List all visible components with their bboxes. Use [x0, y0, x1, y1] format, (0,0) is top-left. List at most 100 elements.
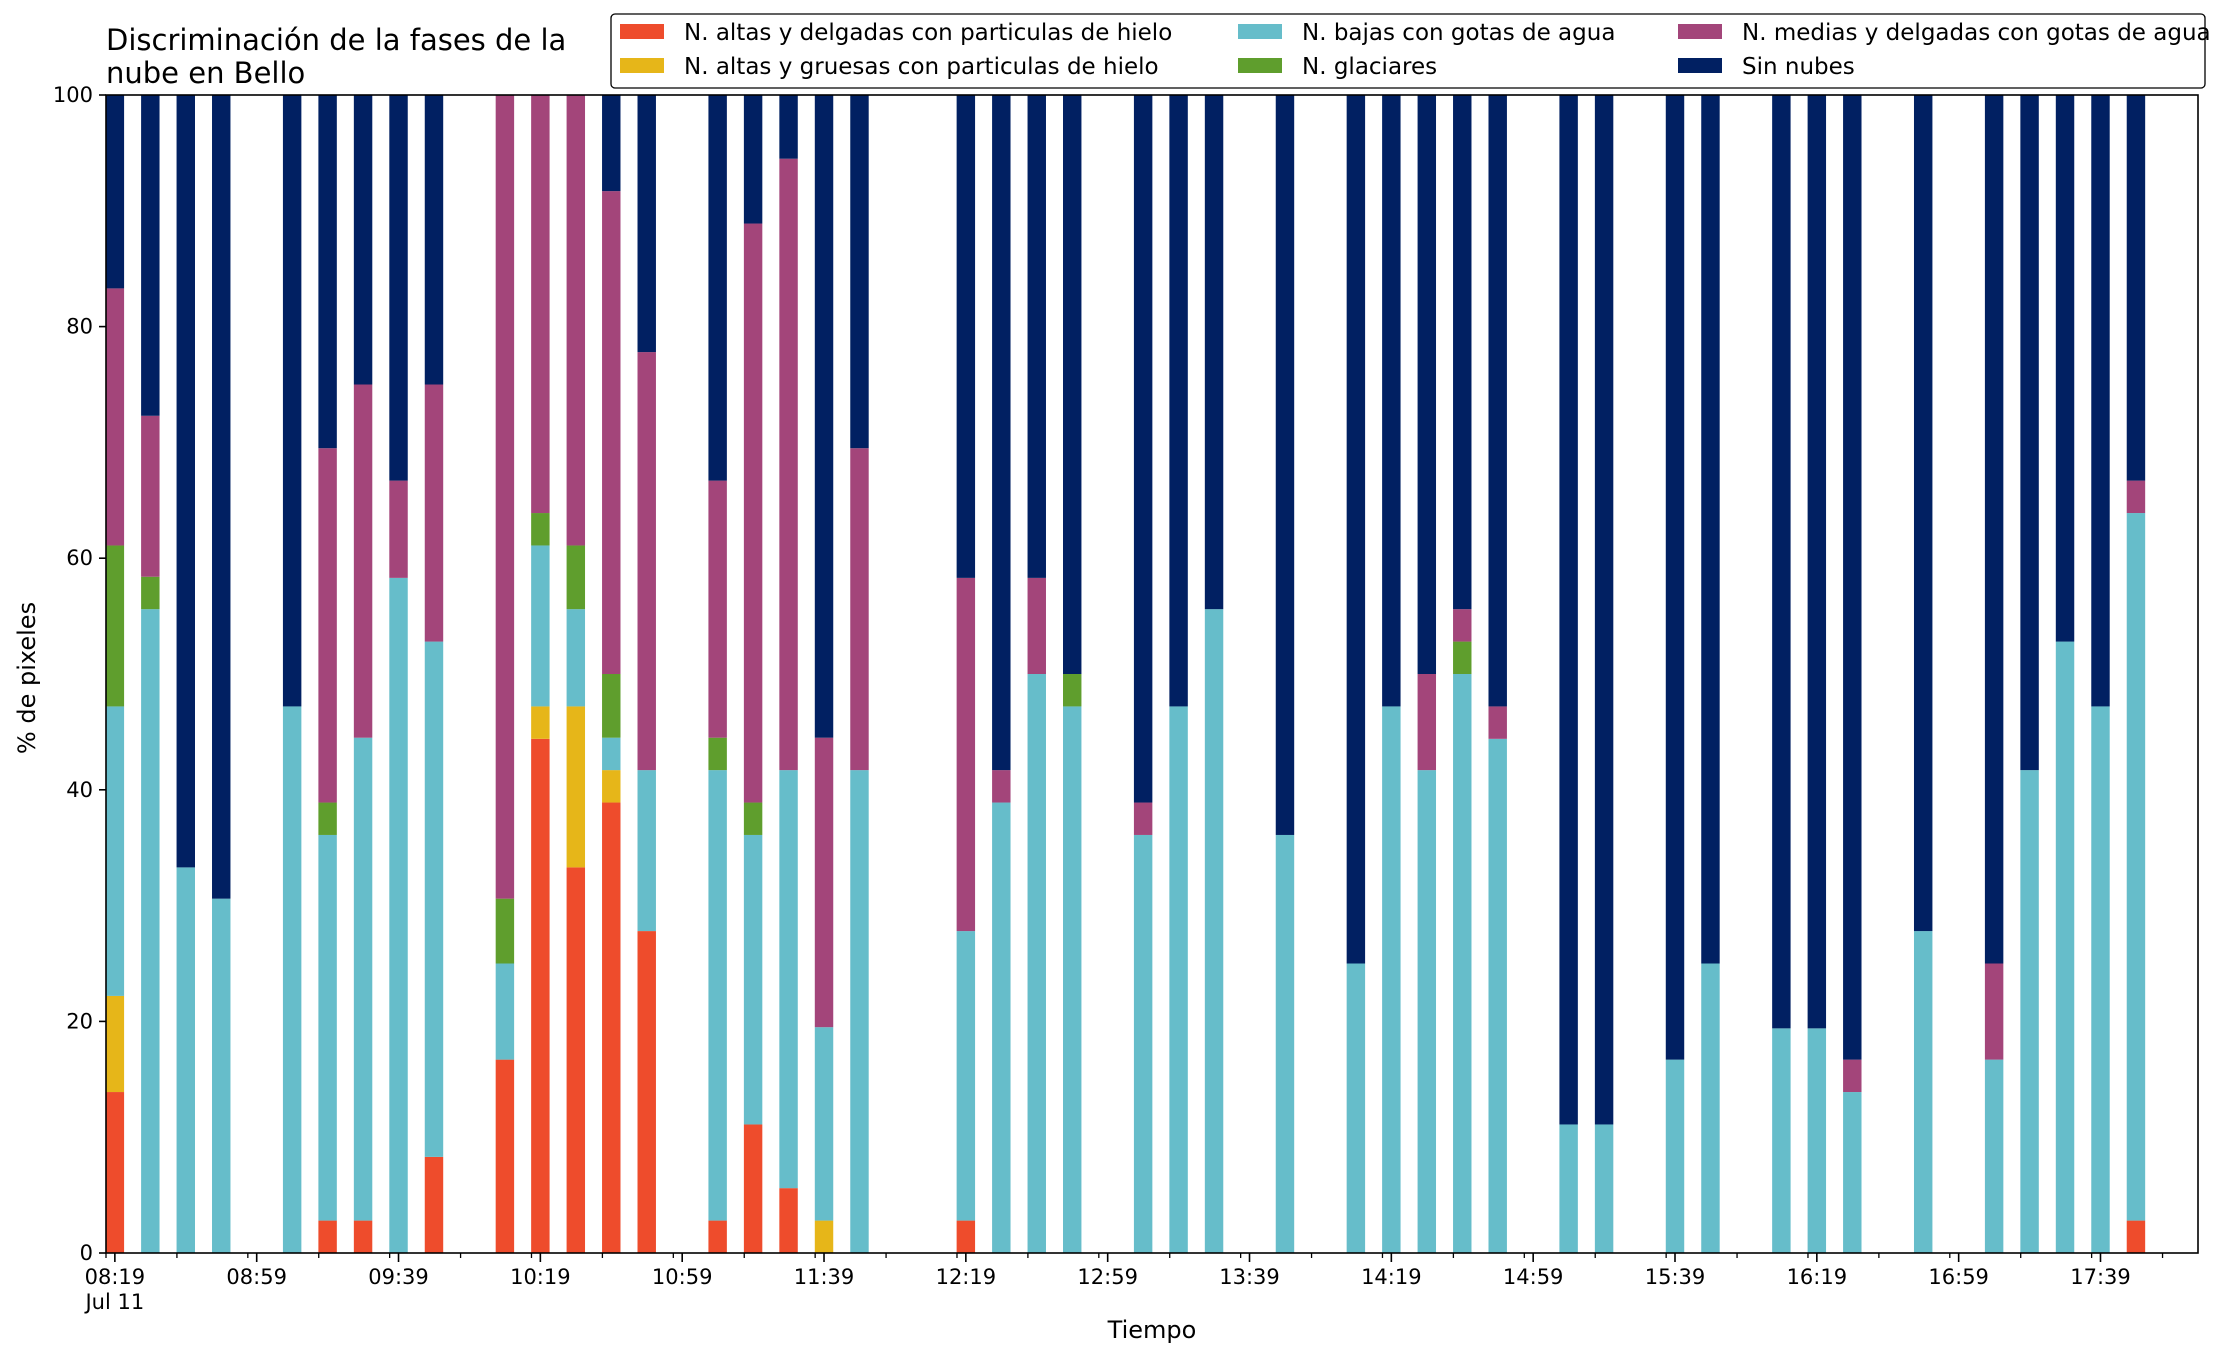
- bar-1449-sin-nubes: [1488, 95, 1507, 707]
- bar-1249-n-glaciares: [1063, 674, 1082, 707]
- bar-1629-n-bajas-con-gotas-de-agua: [1843, 1092, 1862, 1253]
- bar-1039-n-glaciares: [602, 674, 621, 738]
- bar-0939-n-bajas-con-gotas-de-agua: [389, 577, 408, 1253]
- bar-1219-n-altas-y-delgadas-con-particulas-de-hielo: [956, 1220, 976, 1253]
- bar-1719-n-bajas-con-gotas-de-agua: [2020, 770, 2039, 1253]
- x-tick-label-1219: 12:19: [936, 1265, 997, 1289]
- bar-1229-n-bajas-con-gotas-de-agua: [992, 802, 1011, 1253]
- legend-swatch-n-altas-y-gruesas-con-particulas-de-hielo: [620, 58, 664, 73]
- bar-1119-n-altas-y-delgadas-con-particulas-de-hielo: [743, 1124, 763, 1253]
- bar-1009-n-glaciares: [495, 898, 515, 964]
- bar-0919-n-bajas-con-gotas-de-agua: [318, 834, 337, 1221]
- bar-1349-sin-nubes: [1275, 95, 1295, 835]
- legend-box: [610, 13, 2206, 89]
- bar-1219-sin-nubes: [956, 95, 976, 578]
- bar-0909-sin-nubes: [282, 95, 302, 707]
- bar-1439-sin-nubes: [1453, 95, 1472, 610]
- bar-1109-n-glaciares: [708, 737, 727, 771]
- bar-1349-n-bajas-con-gotas-de-agua: [1275, 834, 1295, 1253]
- x-tick-label-1019: 10:19: [510, 1265, 571, 1289]
- legend-swatch-n-medias-y-delgadas-con-gotas-de-agua: [1678, 24, 1722, 39]
- bar-1049-sin-nubes: [637, 95, 656, 353]
- x-axis-label: Tiempo: [1107, 1316, 1197, 1344]
- bar-1739-n-bajas-con-gotas-de-agua: [2091, 706, 2110, 1253]
- bar-0949-sin-nubes: [424, 95, 444, 385]
- x-tick-label-1339: 13:39: [1219, 1265, 1280, 1289]
- bar-1609-sin-nubes: [1772, 95, 1791, 1029]
- bar-0949-n-altas-y-delgadas-con-particulas-de-hielo: [424, 1156, 444, 1253]
- bar-1239-n-bajas-con-gotas-de-agua: [1027, 674, 1046, 1253]
- legend-label-n-glaciares: N. glaciares: [1302, 54, 1437, 80]
- y-tick-label-100: 100: [53, 83, 93, 107]
- bar-1019-n-bajas-con-gotas-de-agua: [531, 545, 550, 707]
- bar-1149-sin-nubes: [850, 95, 869, 449]
- bar-0849-sin-nubes: [212, 95, 231, 899]
- bar-1109-n-bajas-con-gotas-de-agua: [708, 770, 727, 1221]
- bar-0919-n-medias-y-delgadas-con-gotas-de-agua: [318, 448, 337, 803]
- bars-group: [105, 95, 2146, 1253]
- y-tick-label-60: 60: [66, 546, 93, 570]
- bar-1039-n-bajas-con-gotas-de-agua: [602, 737, 621, 771]
- bar-1139-sin-nubes: [814, 95, 834, 738]
- bar-0909-n-bajas-con-gotas-de-agua: [282, 706, 302, 1253]
- bar-1649-n-bajas-con-gotas-de-agua: [1913, 931, 1933, 1253]
- bar-1039-sin-nubes: [602, 95, 621, 192]
- bar-0829-n-medias-y-delgadas-con-gotas-de-agua: [141, 415, 160, 577]
- bar-0819-n-altas-y-gruesas-con-particulas-de-hielo: [105, 995, 125, 1093]
- bar-1729-sin-nubes: [2055, 95, 2075, 642]
- bar-0939-sin-nubes: [389, 95, 408, 481]
- bar-1039-n-medias-y-delgadas-con-gotas-de-agua: [602, 191, 621, 675]
- bar-1439-n-bajas-con-gotas-de-agua: [1453, 674, 1472, 1253]
- x-tick-label-0859: 08:59: [226, 1265, 287, 1289]
- y-tick-label-20: 20: [66, 1009, 93, 1033]
- bar-1519-n-bajas-con-gotas-de-agua: [1594, 1124, 1614, 1253]
- y-tick-label-40: 40: [66, 778, 93, 802]
- bar-1109-sin-nubes: [708, 95, 727, 481]
- bar-1439-n-medias-y-delgadas-con-gotas-de-agua: [1453, 609, 1472, 642]
- bar-1009-n-altas-y-delgadas-con-particulas-de-hielo: [495, 1059, 515, 1253]
- bar-1009-n-bajas-con-gotas-de-agua: [495, 963, 515, 1060]
- plot-frame: [105, 94, 2199, 1254]
- x-tick-label-1419: 14:19: [1361, 1265, 1422, 1289]
- bar-1119-n-glaciares: [743, 802, 763, 835]
- bar-1029-n-bajas-con-gotas-de-agua: [566, 609, 586, 707]
- chart-title-line-1: Discriminación de la fases de la: [106, 23, 566, 57]
- bar-1219-n-medias-y-delgadas-con-gotas-de-agua: [956, 577, 976, 932]
- bar-1019-n-medias-y-delgadas-con-gotas-de-agua: [531, 95, 550, 514]
- bar-1539-sin-nubes: [1665, 95, 1685, 1060]
- bar-1149-n-medias-y-delgadas-con-gotas-de-agua: [850, 448, 869, 771]
- bar-0829-sin-nubes: [141, 95, 160, 416]
- bar-1149-n-bajas-con-gotas-de-agua: [850, 770, 869, 1253]
- bar-0929-n-altas-y-delgadas-con-particulas-de-hielo: [353, 1220, 373, 1253]
- bar-1019-n-glaciares: [531, 513, 550, 546]
- bar-0819-n-bajas-con-gotas-de-agua: [105, 706, 125, 996]
- x-tick-label-0819: 08:19: [85, 1265, 146, 1289]
- bar-1429-n-bajas-con-gotas-de-agua: [1417, 770, 1437, 1253]
- bar-1219-n-bajas-con-gotas-de-agua: [956, 931, 976, 1221]
- bar-1319-n-bajas-con-gotas-de-agua: [1169, 706, 1188, 1253]
- legend-label-n-altas-y-delgadas-con-particulas-de-hielo: N. altas y delgadas con particulas de hi…: [684, 20, 1172, 46]
- x-tick-label-1259: 12:59: [1077, 1265, 1138, 1289]
- legend-swatch-n-altas-y-delgadas-con-particulas-de-hielo: [620, 24, 664, 39]
- x-tick-label-1059: 10:59: [652, 1265, 713, 1289]
- bar-1409-n-bajas-con-gotas-de-agua: [1346, 963, 1366, 1253]
- bar-0939-n-medias-y-delgadas-con-gotas-de-agua: [389, 480, 408, 578]
- bar-1119-n-bajas-con-gotas-de-agua: [743, 834, 763, 1125]
- bar-0949-n-medias-y-delgadas-con-gotas-de-agua: [424, 384, 444, 642]
- bar-0949-n-bajas-con-gotas-de-agua: [424, 641, 444, 1157]
- x-tick-label-1619: 16:19: [1787, 1265, 1848, 1289]
- bar-0819-n-medias-y-delgadas-con-gotas-de-agua: [105, 288, 125, 546]
- bar-1509-n-bajas-con-gotas-de-agua: [1559, 1124, 1578, 1253]
- legend-label-n-altas-y-gruesas-con-particulas-de-hielo: N. altas y gruesas con particulas de hie…: [684, 54, 1159, 80]
- y-tick-label-80: 80: [66, 315, 93, 339]
- x-tick-date-label: Jul 11: [83, 1290, 144, 1314]
- bar-1309-n-bajas-con-gotas-de-agua: [1133, 834, 1153, 1253]
- bar-1129-n-bajas-con-gotas-de-agua: [779, 770, 798, 1189]
- bar-1049-n-altas-y-delgadas-con-particulas-de-hielo: [637, 931, 656, 1253]
- bar-0919-sin-nubes: [318, 95, 337, 449]
- bar-1429-n-medias-y-delgadas-con-gotas-de-agua: [1417, 674, 1437, 771]
- bar-1709-sin-nubes: [1984, 95, 2004, 964]
- bar-0839-sin-nubes: [176, 95, 195, 868]
- bar-0929-n-medias-y-delgadas-con-gotas-de-agua: [353, 384, 373, 738]
